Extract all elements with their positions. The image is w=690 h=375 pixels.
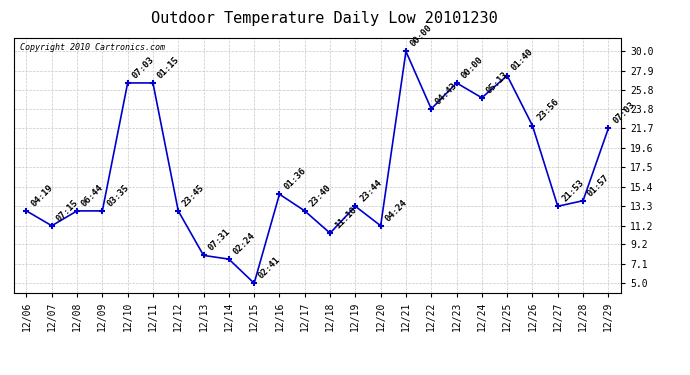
- Text: 04:24: 04:24: [384, 198, 408, 223]
- Text: 23:56: 23:56: [535, 98, 560, 123]
- Text: 04:43: 04:43: [434, 81, 460, 106]
- Text: 23:45: 23:45: [181, 183, 206, 208]
- Text: 02:41: 02:41: [257, 255, 282, 280]
- Text: 07:31: 07:31: [206, 227, 232, 253]
- Text: Copyright 2010 Cartronics.com: Copyright 2010 Cartronics.com: [20, 43, 165, 52]
- Text: 05:13: 05:13: [484, 70, 510, 95]
- Text: 21:53: 21:53: [560, 178, 586, 204]
- Text: 07:15: 07:15: [55, 198, 80, 223]
- Text: Outdoor Temperature Daily Low 20101230: Outdoor Temperature Daily Low 20101230: [151, 11, 497, 26]
- Text: 07:03: 07:03: [130, 55, 156, 80]
- Text: 23:44: 23:44: [358, 178, 384, 204]
- Text: 00:00: 00:00: [408, 23, 434, 49]
- Text: 01:36: 01:36: [282, 166, 308, 191]
- Text: 01:40: 01:40: [510, 47, 535, 73]
- Text: 07:03: 07:03: [611, 100, 636, 126]
- Text: 11:10: 11:10: [333, 205, 358, 230]
- Text: 01:15: 01:15: [156, 55, 181, 80]
- Text: 04:19: 04:19: [29, 183, 55, 208]
- Text: 23:40: 23:40: [308, 183, 333, 208]
- Text: 06:44: 06:44: [80, 183, 105, 208]
- Text: 00:00: 00:00: [460, 55, 484, 80]
- Text: 03:35: 03:35: [105, 183, 130, 208]
- Text: 01:57: 01:57: [586, 172, 611, 198]
- Text: 02:24: 02:24: [232, 231, 257, 256]
